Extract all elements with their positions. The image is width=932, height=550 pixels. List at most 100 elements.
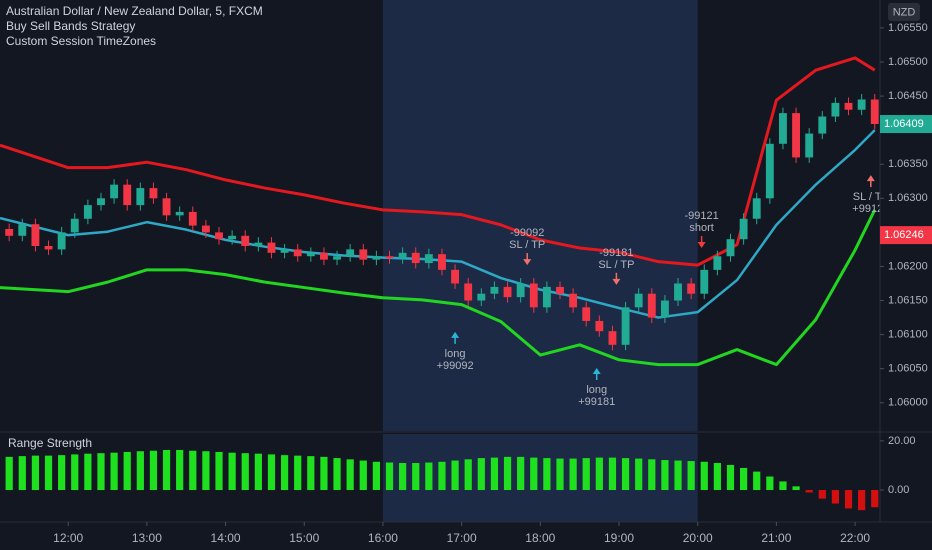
x-tick-label: 16:00	[368, 531, 398, 545]
histogram-bar	[44, 455, 53, 491]
candle-body	[634, 293, 643, 308]
histogram-bar	[425, 462, 433, 491]
histogram-bar	[5, 456, 13, 491]
price-label: 1.06246	[884, 229, 924, 241]
histogram-bar	[556, 458, 564, 491]
histogram-bar	[530, 457, 538, 491]
signal-arrow-head	[697, 242, 706, 249]
candle-body	[503, 286, 512, 298]
histogram-bar	[687, 461, 695, 491]
candle-body	[700, 269, 709, 294]
histogram-bar	[307, 456, 315, 491]
x-tick-label: 13:00	[132, 531, 162, 545]
candle-body	[595, 320, 604, 332]
histogram-bar	[58, 455, 66, 491]
candle-body	[529, 283, 538, 308]
candle-body	[70, 218, 79, 233]
histogram-bar	[451, 460, 459, 491]
session-highlight	[382, 434, 698, 522]
histogram-bar	[346, 459, 354, 491]
candle-body	[542, 286, 551, 308]
histogram-bar	[858, 490, 866, 511]
signal-label: long	[586, 384, 607, 396]
trade-signal: long+99092	[437, 331, 474, 372]
signal-label: +99121	[852, 203, 889, 215]
band-line	[0, 56, 876, 267]
histogram-bar	[110, 452, 118, 491]
x-tick-label: 19:00	[604, 531, 634, 545]
histogram-bar	[399, 463, 407, 491]
histogram-bar	[648, 459, 656, 491]
histogram-bar	[543, 458, 551, 491]
histogram-bar	[700, 461, 708, 491]
x-tick-label: 21:00	[761, 531, 791, 545]
currency-button[interactable]	[888, 3, 920, 21]
histogram-bar	[372, 461, 380, 491]
histogram-bar	[661, 460, 669, 491]
histogram-bar	[84, 453, 92, 491]
candle-body	[582, 307, 591, 321]
candle-body	[660, 300, 669, 318]
histogram-bar	[713, 463, 721, 491]
candle-body	[569, 293, 578, 308]
price-label-box	[880, 226, 932, 245]
study-name: Buy Sell Bands Strategy	[6, 19, 135, 33]
candle-body	[726, 239, 735, 257]
session-highlight	[382, 0, 698, 431]
candle-body	[241, 235, 250, 247]
histogram-bar	[359, 460, 367, 491]
y-tick-label: 1.06550	[888, 22, 928, 34]
candle-body	[739, 218, 748, 240]
study-name: Custom Session TimeZones	[6, 34, 156, 48]
x-tick-label: 15:00	[289, 531, 319, 545]
histogram-bar	[215, 451, 223, 491]
candle-body	[333, 256, 341, 260]
candle-body	[674, 283, 682, 301]
histogram-bar	[608, 457, 617, 491]
histogram-bar	[97, 453, 105, 491]
signal-arrow-head	[612, 278, 621, 285]
candle-body	[267, 242, 276, 253]
signal-label: long	[445, 348, 466, 360]
candle-body	[516, 283, 525, 298]
candle-body	[188, 211, 197, 226]
candle-body	[490, 286, 499, 294]
signal-label: -99181	[599, 247, 633, 259]
symbol-title: Australian Dollar / New Zealand Dollar, …	[6, 4, 263, 18]
candle-body	[280, 249, 289, 253]
candle-body	[870, 99, 879, 125]
candle-body	[346, 249, 355, 257]
histogram-bar	[490, 457, 499, 491]
histogram-bar	[176, 449, 184, 491]
candle-body	[621, 307, 630, 345]
signal-arrow-head	[592, 367, 601, 374]
candle-body	[149, 188, 158, 199]
currency-label[interactable]: NZD	[893, 6, 916, 18]
histogram-bar	[582, 458, 590, 491]
histogram-bar	[254, 453, 262, 491]
histogram-bar	[149, 450, 158, 491]
signal-label: -99121	[685, 210, 719, 222]
band-line	[0, 129, 876, 319]
histogram-bar	[202, 451, 210, 491]
x-tick-label: 22:00	[840, 531, 870, 545]
y-tick-label: 1.06300	[888, 192, 928, 204]
candle-body	[857, 99, 866, 110]
indicator-title: Range Strength	[8, 436, 92, 450]
y-tick-label: 1.06150	[888, 294, 928, 306]
candle-body	[175, 211, 184, 216]
candle-body	[424, 254, 433, 264]
y-tick-label: 1.06200	[888, 260, 928, 272]
candle-body	[831, 102, 840, 117]
candle-body	[752, 198, 761, 219]
price-label: 1.06409	[884, 118, 924, 130]
signal-label: SL / TP	[509, 239, 545, 251]
histogram-bar	[189, 450, 197, 491]
candle-body	[556, 286, 564, 294]
candle-body	[818, 116, 827, 134]
